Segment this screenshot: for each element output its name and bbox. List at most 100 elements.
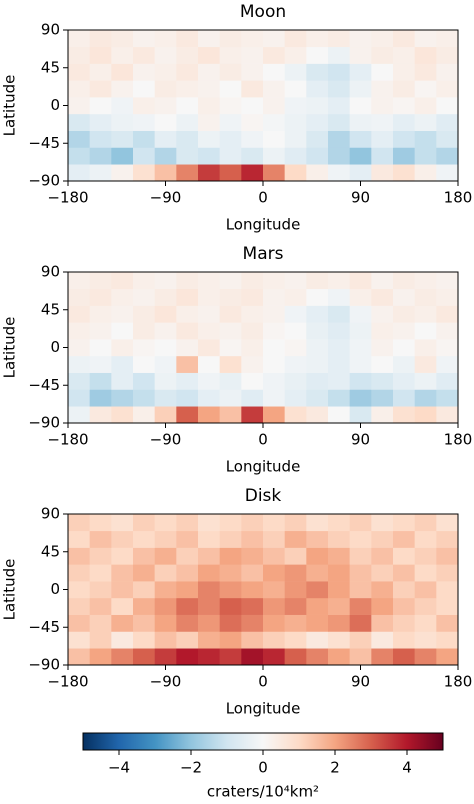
heat-cell	[68, 46, 90, 64]
heat-cell	[349, 564, 372, 582]
heat-cell	[371, 305, 394, 323]
y-axis-label: Latitude	[1, 75, 19, 137]
heat-cell	[306, 389, 329, 407]
heat-cell	[111, 355, 134, 373]
heat-cell	[176, 514, 199, 532]
heat-cell	[176, 97, 199, 115]
heat-cell	[328, 164, 350, 182]
heat-cell	[263, 564, 285, 582]
heat-cell	[371, 63, 394, 81]
heat-cell	[436, 272, 459, 290]
heat-cell	[371, 406, 394, 424]
heat-cell	[89, 164, 112, 182]
heat-cell	[349, 339, 372, 357]
heat-cell	[176, 322, 199, 340]
heat-cell	[436, 597, 459, 615]
heat-cell	[68, 322, 90, 340]
heat-cell	[393, 272, 415, 290]
heat-cell	[111, 288, 134, 306]
heat-cell	[306, 130, 329, 148]
heat-cell	[219, 514, 242, 532]
heat-cell	[414, 631, 437, 649]
heat-cell	[328, 614, 350, 632]
x-tick-label: 90	[351, 189, 370, 207]
heat-cell	[393, 530, 415, 548]
heat-cell	[219, 581, 242, 599]
heat-cell	[154, 355, 177, 373]
heat-cell	[371, 648, 394, 666]
heat-cell	[349, 406, 372, 424]
heat-cell	[284, 514, 307, 532]
heat-cell	[371, 322, 394, 340]
heat-cell	[263, 97, 285, 115]
heat-cell	[241, 272, 264, 290]
heat-cell	[306, 80, 329, 98]
heat-cell	[176, 288, 199, 306]
heat-cell	[328, 648, 350, 666]
heat-cell	[306, 30, 329, 48]
heat-cell	[263, 164, 285, 182]
heat-cell	[414, 63, 437, 81]
heat-cell	[436, 80, 459, 98]
heat-cell	[133, 564, 155, 582]
heat-cell	[89, 272, 112, 290]
heat-cell	[393, 80, 415, 98]
heat-cell	[219, 648, 242, 666]
heat-cell	[393, 406, 415, 424]
heat-cell	[284, 389, 307, 407]
heat-cell	[198, 147, 220, 165]
heat-cell	[219, 130, 242, 148]
heat-cell	[306, 272, 329, 290]
heat-cell	[328, 547, 350, 565]
heat-cell	[68, 130, 90, 148]
x-tick-label: 180	[444, 673, 473, 691]
x-tick-label: −90	[150, 431, 182, 449]
y-axis-label: Latitude	[1, 317, 19, 379]
heat-cell	[284, 305, 307, 323]
heat-cell	[436, 305, 459, 323]
y-tick-label: −45	[28, 134, 60, 152]
heat-cell	[371, 564, 394, 582]
heat-cell	[198, 63, 220, 81]
heat-cell	[349, 130, 372, 148]
heat-cell	[219, 547, 242, 565]
heat-cell	[414, 80, 437, 98]
heat-cell	[176, 547, 199, 565]
heat-cell	[349, 63, 372, 81]
heat-cell	[68, 372, 90, 390]
heat-cell	[89, 63, 112, 81]
heat-cell	[176, 147, 199, 165]
heat-cell	[133, 322, 155, 340]
heat-cell	[176, 46, 199, 64]
heat-cell	[436, 63, 459, 81]
heat-cell	[133, 63, 155, 81]
heat-cell	[219, 63, 242, 81]
heat-cell	[198, 648, 220, 666]
heat-cell	[263, 406, 285, 424]
chart-title: Mars	[243, 244, 284, 264]
heat-cell	[154, 631, 177, 649]
heat-cell	[284, 614, 307, 632]
heat-cell	[241, 80, 264, 98]
heat-cell	[241, 97, 264, 115]
heat-cell	[436, 530, 459, 548]
x-tick-label: −90	[150, 189, 182, 207]
heat-cell	[89, 113, 112, 131]
heat-cell	[241, 406, 264, 424]
heat-cell	[111, 547, 134, 565]
heat-cell	[241, 372, 264, 390]
heat-cell	[198, 530, 220, 548]
heat-cell	[154, 288, 177, 306]
heat-cell	[414, 272, 437, 290]
heat-cell	[154, 46, 177, 64]
heat-cell	[349, 97, 372, 115]
heat-cell	[393, 389, 415, 407]
heat-cell	[393, 631, 415, 649]
heat-cell	[154, 648, 177, 666]
heat-cell	[89, 581, 112, 599]
heat-cell	[154, 614, 177, 632]
heat-cell	[371, 97, 394, 115]
heat-cell	[111, 389, 134, 407]
heat-cell	[133, 514, 155, 532]
y-tick-label: 45	[41, 58, 60, 76]
